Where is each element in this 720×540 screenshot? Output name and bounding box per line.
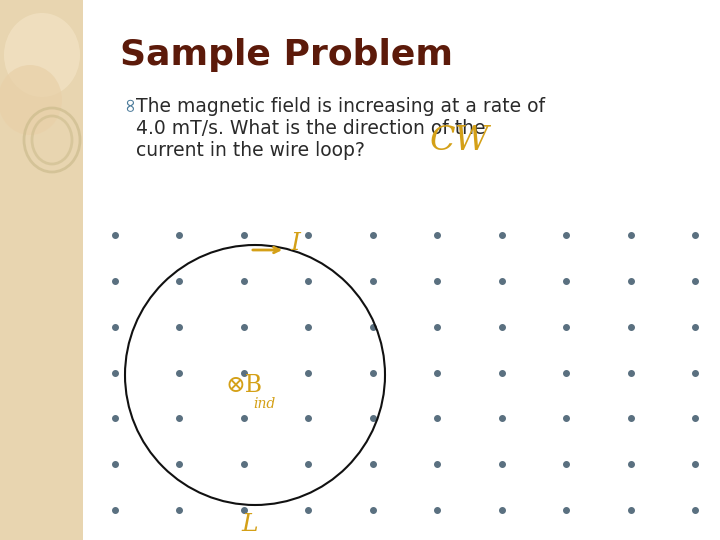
Text: CW: CW bbox=[430, 125, 490, 157]
Text: ⊗B: ⊗B bbox=[225, 374, 262, 396]
Text: current in the wire loop?: current in the wire loop? bbox=[136, 141, 365, 160]
Text: Sample Problem: Sample Problem bbox=[120, 38, 453, 72]
Text: ∞: ∞ bbox=[120, 95, 139, 111]
Text: I: I bbox=[290, 232, 300, 255]
Bar bbox=[0, 0, 83, 540]
Ellipse shape bbox=[4, 13, 80, 97]
Text: ind: ind bbox=[253, 397, 275, 411]
Text: L: L bbox=[242, 513, 258, 536]
Ellipse shape bbox=[0, 65, 62, 135]
Text: The magnetic field is increasing at a rate of: The magnetic field is increasing at a ra… bbox=[136, 97, 545, 116]
Text: 4.0 mT/s. What is the direction of the: 4.0 mT/s. What is the direction of the bbox=[136, 119, 485, 138]
